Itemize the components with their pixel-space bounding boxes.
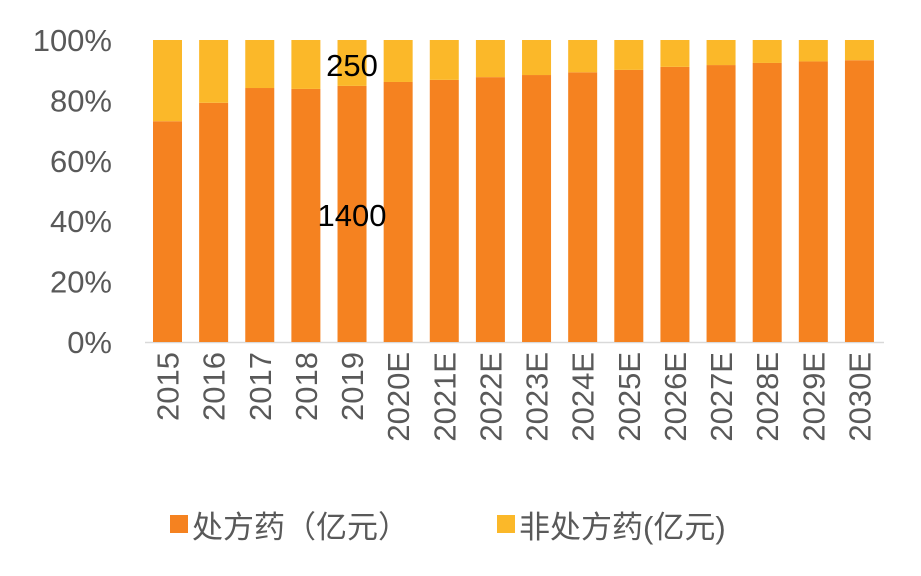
x-tick-label: 2017 — [243, 352, 278, 421]
bar-prescription-2025E — [614, 69, 644, 342]
bar-prescription-2019 — [337, 85, 367, 343]
y-tick-label: 100% — [33, 23, 112, 58]
x-tick-label: 2028E — [750, 352, 785, 442]
bar-otc-2018 — [291, 40, 321, 89]
x-tick-label: 2027E — [704, 352, 739, 442]
bar-prescription-2016 — [199, 102, 229, 342]
bar-prescription-2022E — [475, 77, 505, 343]
bar-otc-2029E — [798, 40, 828, 62]
bar-otc-2025E — [614, 40, 644, 70]
x-tick-label: 2016 — [197, 352, 232, 421]
x-tick-label: 2021E — [427, 352, 462, 442]
bar-otc-2026E — [660, 40, 690, 67]
bar-prescription-2020E — [383, 81, 413, 342]
bar-prescription-2030E — [844, 60, 874, 342]
bar-prescription-2017 — [245, 88, 275, 342]
bar-prescription-2024E — [568, 72, 598, 343]
x-tick-label: 2030E — [842, 352, 877, 442]
data-label: 1400 — [318, 198, 387, 233]
x-tick-label: 2025E — [612, 352, 647, 442]
bar-prescription-2027E — [706, 65, 736, 342]
legend-swatch — [170, 515, 188, 533]
bar-prescription-2026E — [660, 66, 690, 343]
x-tick-label: 2029E — [796, 352, 831, 442]
bar-otc-2016 — [199, 40, 229, 103]
legend-swatch — [497, 515, 515, 533]
x-tick-label: 2019 — [335, 352, 370, 421]
x-tick-label: 2020E — [381, 352, 416, 442]
bar-otc-2027E — [706, 40, 736, 66]
legend-label: 非处方药(亿元) — [519, 510, 726, 545]
bar-prescription-2021E — [429, 79, 459, 342]
y-tick-label: 60% — [50, 144, 112, 179]
bar-otc-2030E — [844, 40, 874, 61]
x-tick-label: 2026E — [658, 352, 693, 442]
bar-otc-2020E — [383, 40, 413, 82]
y-tick-label: 40% — [50, 204, 112, 239]
bar-prescription-2029E — [798, 61, 828, 342]
bar-otc-2015 — [153, 40, 182, 122]
bar-prescription-2018 — [291, 88, 321, 342]
bar-otc-2017 — [245, 40, 275, 89]
data-label: 250 — [326, 48, 378, 83]
x-tick-label: 2018 — [289, 352, 324, 421]
y-tick-label: 0% — [67, 325, 112, 360]
x-tick-label: 2023E — [520, 352, 555, 442]
x-tick-label: 2015 — [151, 352, 186, 421]
bar-otc-2024E — [568, 40, 598, 73]
bar-prescription-2015 — [153, 121, 182, 342]
bar-otc-2022E — [475, 40, 505, 78]
y-tick-label: 20% — [50, 265, 112, 300]
bar-otc-2028E — [752, 40, 782, 63]
bar-otc-2021E — [429, 40, 459, 80]
x-tick-label: 2024E — [566, 352, 601, 442]
bar-prescription-2028E — [752, 62, 782, 343]
legend-label: 处方药（亿元） — [192, 510, 409, 545]
bar-prescription-2023E — [522, 75, 552, 343]
bar-otc-2023E — [522, 40, 552, 76]
bar-otc-2019 — [337, 40, 367, 86]
y-tick-label: 80% — [50, 83, 112, 118]
x-tick-label: 2022E — [473, 352, 508, 442]
